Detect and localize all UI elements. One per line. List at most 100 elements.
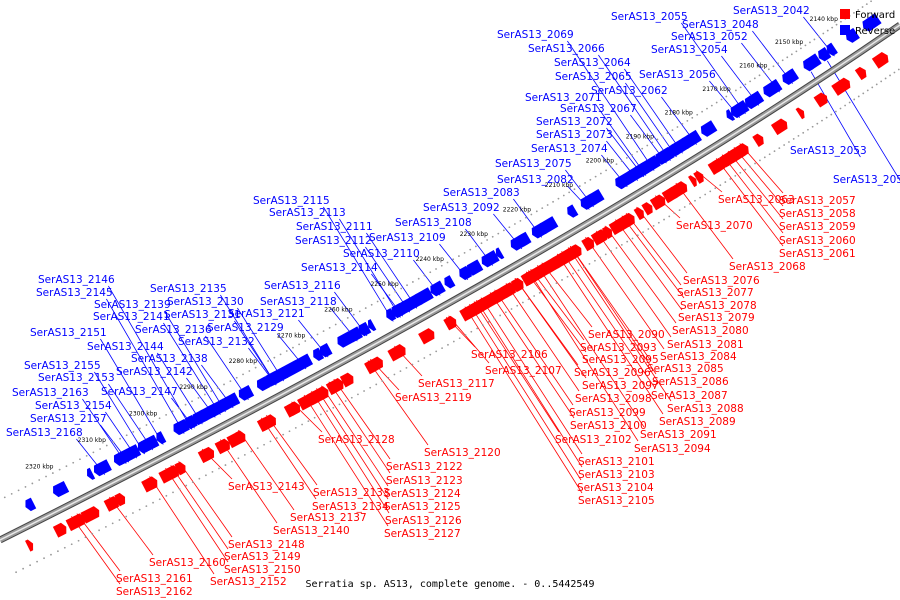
track-dot — [104, 525, 107, 528]
backbone-highlight — [0, 24, 900, 541]
leader-line — [621, 215, 685, 299]
tick-label: 2320 kbp — [25, 464, 53, 471]
reverse-gene — [495, 247, 505, 260]
track-dot — [326, 410, 328, 412]
track-dot — [577, 269, 580, 272]
forward-gene — [418, 328, 435, 345]
track-dot — [893, 71, 896, 74]
reverse-gene-label: SerAS13_2116 — [264, 280, 341, 292]
track-dot — [191, 481, 194, 484]
track-dot — [561, 279, 563, 281]
track-dot — [797, 134, 800, 137]
track-dot — [145, 505, 148, 508]
reverse-gene-label: SerAS13_2151 — [30, 327, 107, 339]
forward-gene-label: SerAS13_2102 — [555, 434, 632, 446]
reverse-gene-label: SerAS13_2139 — [94, 299, 171, 311]
track-dot — [709, 190, 712, 193]
forward-gene — [459, 305, 475, 322]
leader-line — [366, 232, 418, 309]
forward-gene — [141, 476, 158, 493]
leader-line — [567, 40, 655, 171]
reverse-gene — [588, 188, 605, 206]
leader-line — [219, 439, 278, 524]
track-dot — [440, 264, 443, 267]
track-dot — [435, 268, 437, 270]
forward-gene — [297, 393, 316, 411]
track-dot — [871, 86, 874, 89]
leader-line — [536, 265, 645, 428]
track-dot — [599, 172, 602, 175]
track-dot — [211, 470, 214, 473]
track-dot — [822, 32, 825, 35]
track-dot — [470, 330, 473, 333]
leader-line — [810, 71, 861, 158]
reverse-gene-label: SerAS13_2141 — [93, 311, 170, 323]
track-dot — [544, 288, 547, 291]
track-dot — [447, 343, 449, 346]
reverse-gene-label: SerAS13_2055 — [611, 11, 688, 23]
track-dot — [604, 253, 607, 256]
track-dot — [294, 426, 297, 429]
track-dot — [394, 290, 397, 293]
track-dot — [452, 258, 455, 261]
track-dot — [813, 38, 816, 41]
reverse-gene-label: SerAS13_2082 — [497, 174, 574, 186]
reverse-gene — [763, 79, 783, 98]
track-dot — [739, 86, 742, 89]
track-dot — [538, 291, 541, 294]
track-dot — [191, 400, 193, 403]
track-dot — [45, 475, 47, 478]
track-dot — [699, 196, 701, 199]
forward-gene-label: SerAS13_2081 — [667, 339, 744, 351]
forward-gene-label: SerAS13_2086 — [652, 376, 729, 388]
forward-gene — [226, 430, 246, 449]
forward-gene — [641, 202, 653, 216]
leader-line — [528, 270, 639, 442]
track-dot — [620, 160, 623, 162]
leader-line — [316, 388, 389, 500]
leader-line — [365, 246, 411, 313]
forward-gene-label: SerAS13_2148 — [228, 539, 305, 551]
track-dot — [744, 83, 747, 86]
forward-gene — [688, 175, 697, 188]
reverse-gene — [238, 385, 255, 401]
tick-label: 2290 kbp — [179, 384, 207, 391]
reverse-gene — [539, 216, 559, 235]
track-dot — [358, 310, 361, 313]
leader-line — [598, 54, 671, 161]
track-dot — [725, 95, 728, 98]
reverse-gene — [681, 135, 693, 149]
forward-gene — [174, 463, 183, 476]
leader-line — [157, 352, 203, 425]
forward-gene-label: SerAS13_2080 — [672, 325, 749, 337]
forward-gene — [114, 492, 126, 507]
leader-line — [494, 289, 574, 406]
reverse-gene-label: SerAS13_2153 — [38, 372, 115, 384]
track-dot — [340, 320, 343, 323]
track-dot — [393, 373, 396, 376]
track-dot — [145, 424, 148, 426]
leader-line — [71, 516, 121, 585]
leader-line — [108, 383, 154, 451]
track-dot — [636, 150, 638, 153]
leader-line — [328, 381, 391, 474]
track-dot — [546, 204, 549, 206]
track-dot — [788, 141, 790, 143]
leader-line — [237, 307, 285, 382]
track-dot — [706, 107, 708, 110]
tick-label: 2190 kbp — [626, 133, 654, 140]
track-dot — [844, 104, 846, 107]
track-dot — [504, 311, 507, 314]
track-dot — [171, 410, 174, 413]
track-dot — [256, 447, 259, 450]
track-dot — [24, 486, 27, 488]
track-dot — [254, 366, 257, 369]
leader-line — [595, 230, 672, 338]
track-dot — [31, 482, 34, 485]
track-dot — [152, 420, 154, 423]
reverse-gene-label: SerAS13_2154 — [35, 400, 112, 412]
leader-line — [321, 385, 389, 487]
track-dot — [724, 181, 727, 183]
forward-gene-label: SerAS13_2133 — [313, 487, 390, 499]
forward-gene — [25, 539, 34, 552]
